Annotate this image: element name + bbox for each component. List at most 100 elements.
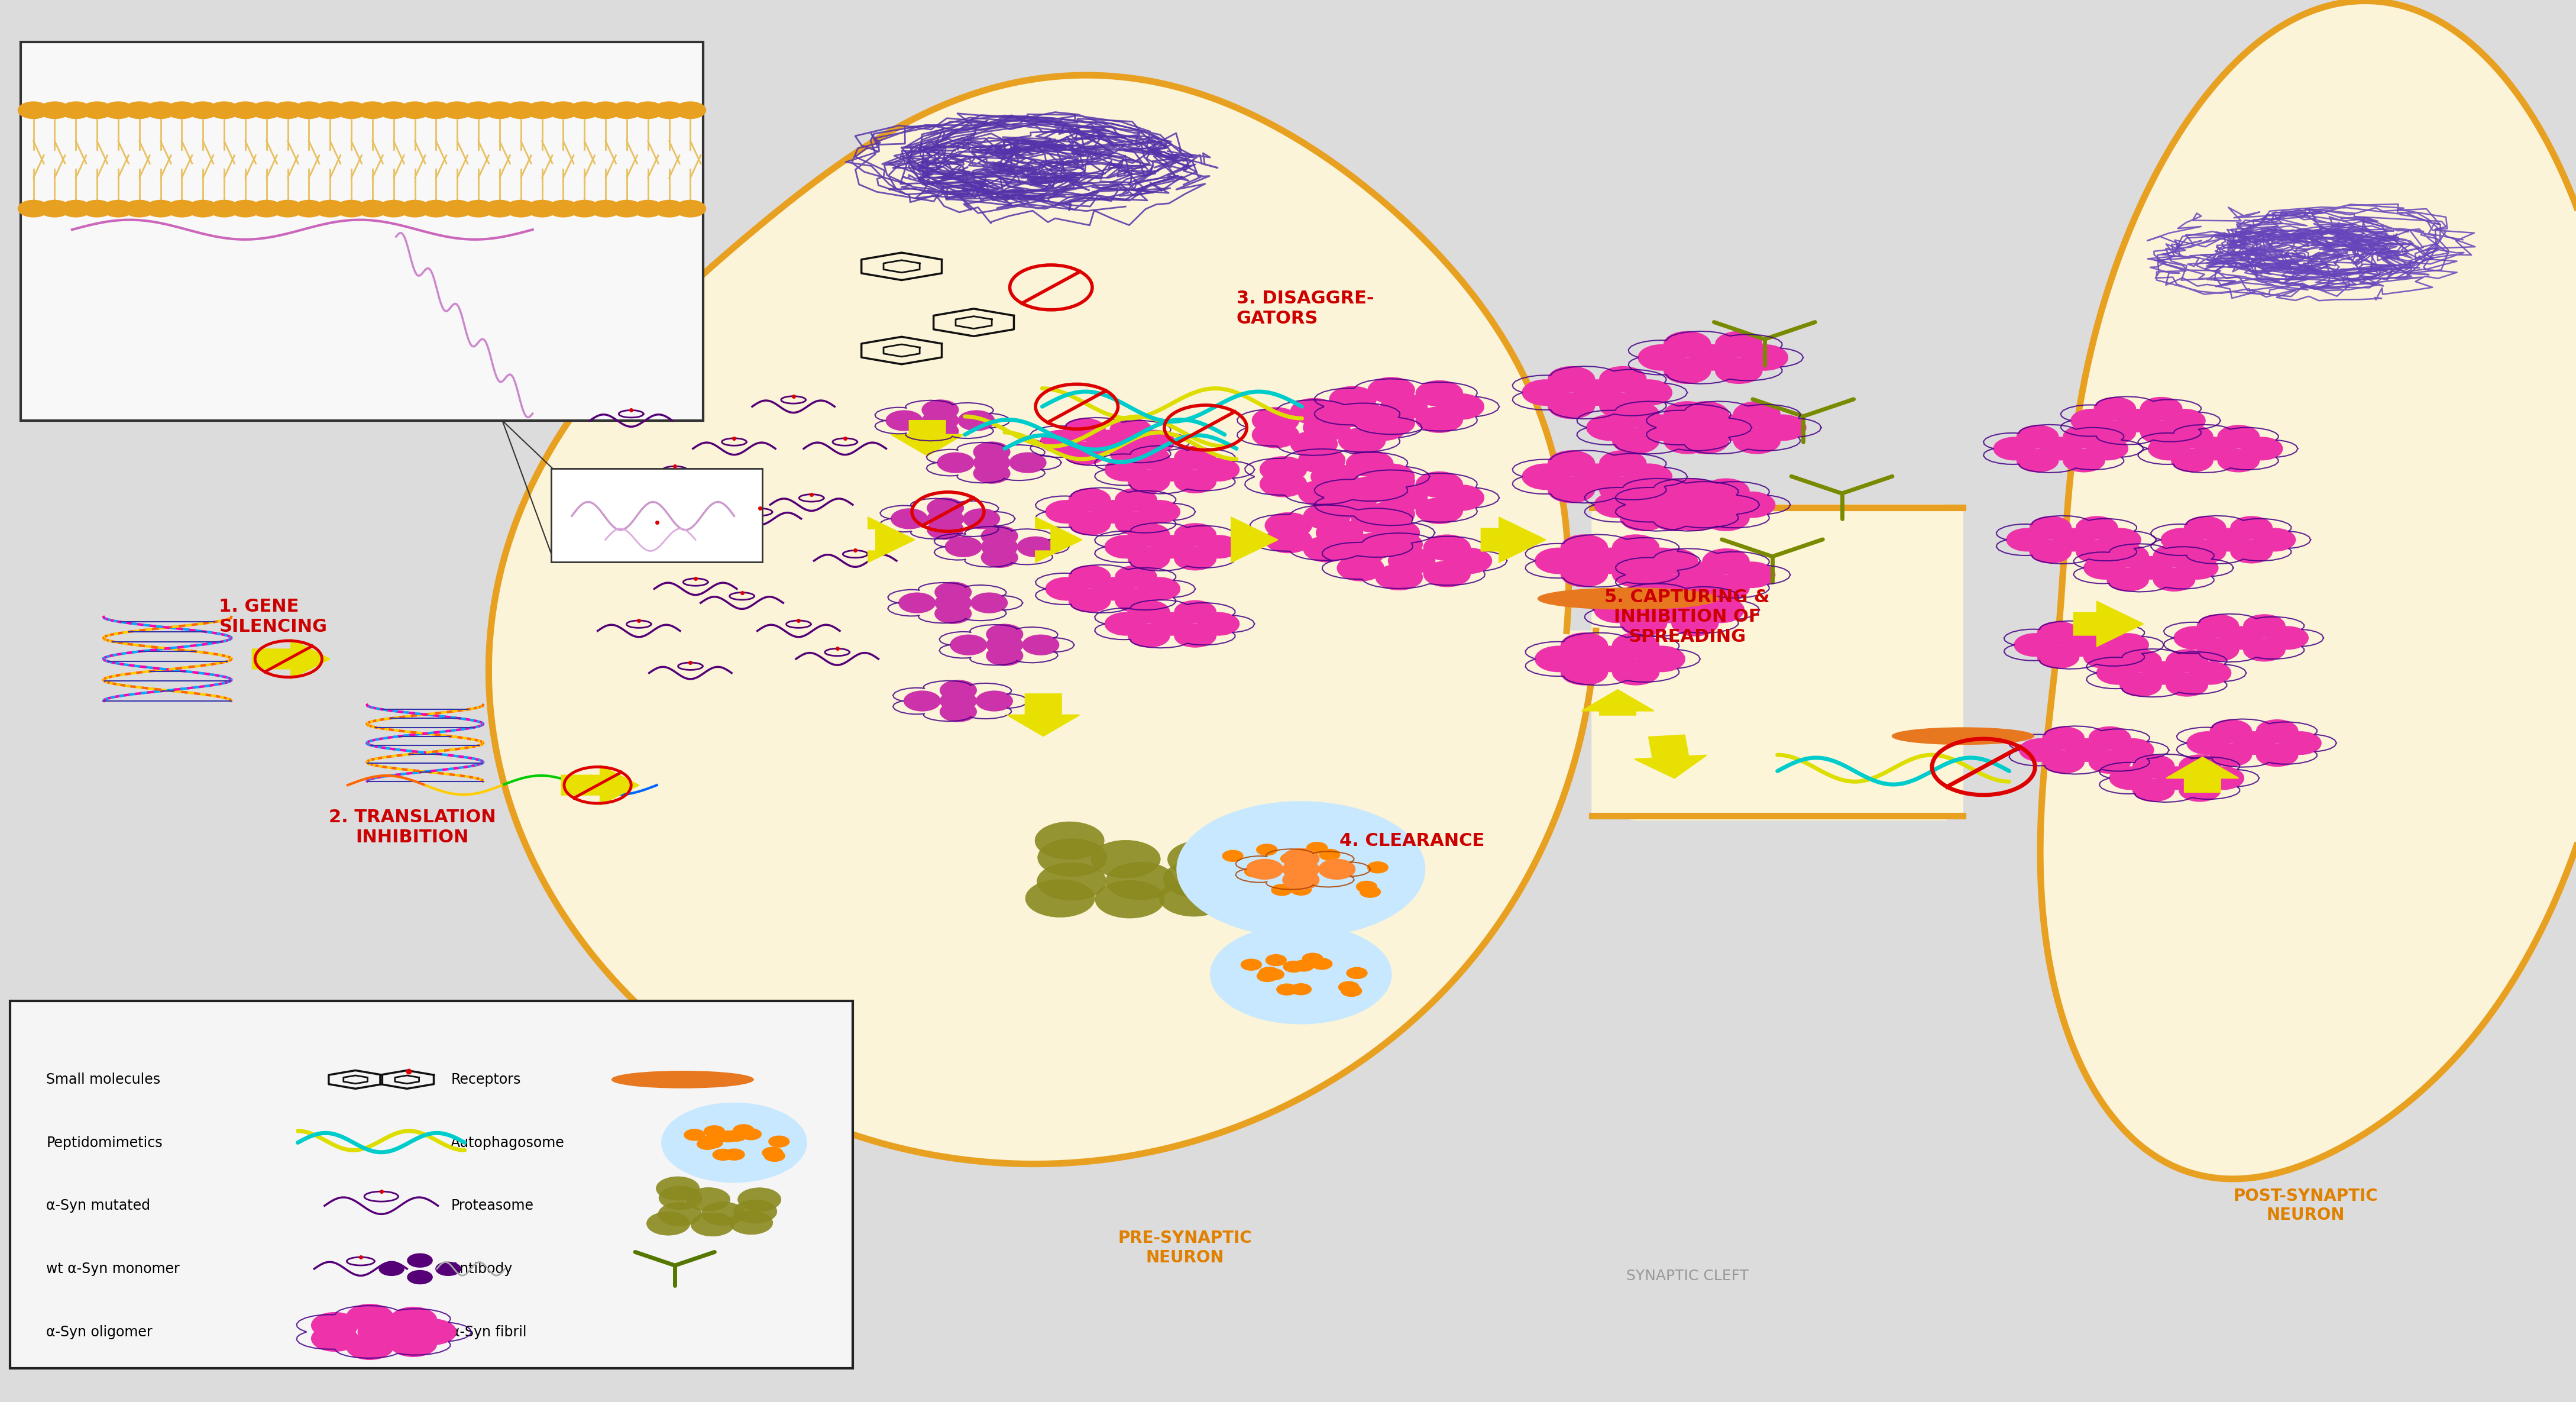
Circle shape <box>1600 477 1646 502</box>
Circle shape <box>2172 426 2213 449</box>
Circle shape <box>634 102 665 119</box>
Circle shape <box>1587 415 1633 440</box>
Circle shape <box>1613 634 1659 659</box>
Circle shape <box>1994 437 2035 460</box>
Circle shape <box>144 200 175 217</box>
Circle shape <box>1728 492 1775 517</box>
Circle shape <box>1105 536 1146 558</box>
Circle shape <box>167 200 198 217</box>
Text: 3. DISAGGRE-
GATORS: 3. DISAGGRE- GATORS <box>1236 290 1373 327</box>
Circle shape <box>886 411 922 430</box>
Circle shape <box>526 200 556 217</box>
Circle shape <box>685 1129 706 1140</box>
Circle shape <box>1265 955 1285 966</box>
Circle shape <box>435 1262 461 1276</box>
Circle shape <box>1651 479 1698 505</box>
Circle shape <box>1046 501 1087 523</box>
Circle shape <box>1092 501 1133 523</box>
Circle shape <box>1092 840 1159 878</box>
Circle shape <box>335 102 366 119</box>
Circle shape <box>314 102 345 119</box>
Circle shape <box>2097 662 2138 684</box>
Circle shape <box>250 200 281 217</box>
Text: Small molecules: Small molecules <box>46 1073 160 1087</box>
Circle shape <box>940 702 976 722</box>
Circle shape <box>144 102 175 119</box>
Circle shape <box>389 1332 435 1357</box>
Circle shape <box>1303 537 1350 562</box>
Circle shape <box>2221 627 2262 649</box>
Circle shape <box>1247 859 1283 879</box>
Circle shape <box>1115 512 1157 534</box>
Circle shape <box>2017 449 2058 471</box>
Circle shape <box>2007 529 2048 551</box>
FancyArrow shape <box>1636 735 1705 778</box>
Circle shape <box>1716 358 1762 383</box>
Circle shape <box>611 200 641 217</box>
Circle shape <box>1337 541 1383 566</box>
Text: α-Syn fibril: α-Syn fibril <box>451 1325 526 1339</box>
FancyArrow shape <box>1582 690 1654 715</box>
Circle shape <box>1023 635 1059 655</box>
Circle shape <box>464 200 495 217</box>
Circle shape <box>1703 575 1749 600</box>
Circle shape <box>549 200 580 217</box>
Circle shape <box>1280 852 1301 864</box>
Circle shape <box>1574 464 1620 489</box>
Circle shape <box>1175 601 1216 624</box>
Circle shape <box>2231 517 2272 540</box>
Circle shape <box>2154 545 2195 568</box>
Circle shape <box>974 453 1010 472</box>
Text: wt α-Syn monomer: wt α-Syn monomer <box>46 1262 180 1276</box>
Circle shape <box>1368 468 1414 494</box>
Circle shape <box>1425 536 1471 561</box>
Circle shape <box>1041 430 1082 453</box>
Circle shape <box>2084 557 2125 579</box>
Circle shape <box>974 442 1010 461</box>
Circle shape <box>2254 529 2295 551</box>
Circle shape <box>1381 394 1427 419</box>
Circle shape <box>420 200 451 217</box>
Circle shape <box>1638 646 1685 672</box>
Circle shape <box>505 102 536 119</box>
Circle shape <box>1283 960 1303 972</box>
Circle shape <box>1306 843 1327 854</box>
Circle shape <box>1358 880 1378 892</box>
Circle shape <box>1255 864 1275 875</box>
Circle shape <box>1319 850 1340 861</box>
Circle shape <box>654 102 685 119</box>
Circle shape <box>1316 520 1363 545</box>
Circle shape <box>1352 533 1399 558</box>
FancyArrow shape <box>2166 757 2239 792</box>
Circle shape <box>399 200 430 217</box>
Circle shape <box>407 1270 433 1284</box>
Circle shape <box>1437 394 1484 419</box>
Circle shape <box>719 1131 739 1143</box>
Circle shape <box>2071 409 2112 432</box>
Circle shape <box>1548 477 1595 502</box>
Circle shape <box>1105 862 1175 900</box>
Circle shape <box>229 200 260 217</box>
Circle shape <box>443 200 474 217</box>
Circle shape <box>1360 886 1381 897</box>
Circle shape <box>1651 505 1698 530</box>
Circle shape <box>1128 624 1170 646</box>
Circle shape <box>2195 437 2236 460</box>
Circle shape <box>1368 377 1414 402</box>
Circle shape <box>1703 550 1749 575</box>
Circle shape <box>1175 470 1216 492</box>
Circle shape <box>1613 659 1659 684</box>
Circle shape <box>703 1137 724 1148</box>
Circle shape <box>2133 756 2174 778</box>
Circle shape <box>18 102 49 119</box>
Circle shape <box>1690 415 1736 440</box>
Circle shape <box>1283 848 1319 868</box>
Ellipse shape <box>613 1071 755 1088</box>
Circle shape <box>1613 536 1659 561</box>
Text: POST-SYNAPTIC
NEURON: POST-SYNAPTIC NEURON <box>2233 1187 2378 1224</box>
Circle shape <box>927 509 963 529</box>
Circle shape <box>2179 778 2221 801</box>
Circle shape <box>1175 447 1216 470</box>
Circle shape <box>1388 548 1435 573</box>
Circle shape <box>2166 673 2208 695</box>
